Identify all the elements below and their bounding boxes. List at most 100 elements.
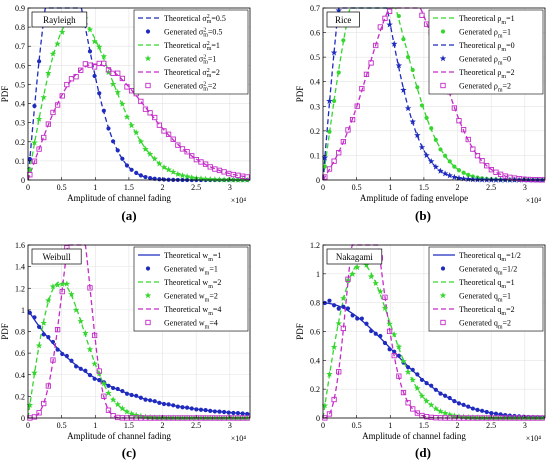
legend-label-sup: 2 xyxy=(207,14,210,20)
data-point xyxy=(455,174,463,181)
data-point xyxy=(37,59,42,64)
data-point xyxy=(208,408,213,413)
legend-label-sub: m xyxy=(501,47,506,53)
legend-label-main: Generated ρ xyxy=(459,82,498,91)
y-tick-label: 0.6 xyxy=(15,61,25,70)
y-tick-label: 0.1 xyxy=(310,151,320,160)
data-point xyxy=(230,176,237,183)
legend-label: Theoretical ρm=1 xyxy=(459,14,515,26)
data-point xyxy=(35,342,43,349)
data-point xyxy=(170,136,176,142)
y-tick-label: 0.6 xyxy=(15,349,25,358)
data-point xyxy=(59,288,65,295)
data-point xyxy=(326,370,333,377)
x-tick-label: 1.5 xyxy=(124,183,134,192)
data-point xyxy=(368,60,374,66)
legend-label: Generated wm=2 xyxy=(164,292,218,304)
data-point xyxy=(327,129,332,134)
data-point xyxy=(461,402,466,407)
data-point xyxy=(424,115,429,120)
data-point xyxy=(156,160,163,167)
legend-marker xyxy=(145,266,151,271)
legend-marker xyxy=(439,55,447,62)
data-point xyxy=(78,366,83,371)
data-point xyxy=(359,316,364,321)
data-point xyxy=(124,163,130,168)
legend-label-sub: m xyxy=(208,257,213,263)
legend-label: Theoretical qm=1/2 xyxy=(459,251,521,263)
y-tick-label: 1.2 xyxy=(310,241,320,250)
legend-marker xyxy=(145,319,151,326)
data-point xyxy=(401,37,406,42)
data-point xyxy=(41,134,47,141)
data-point xyxy=(335,7,342,14)
legend-marker xyxy=(145,29,151,34)
data-point xyxy=(185,405,190,410)
panel-tag-box xyxy=(31,11,88,28)
legend-label-sub: m xyxy=(498,34,503,40)
legend-marker xyxy=(440,266,446,271)
data-point xyxy=(169,168,177,175)
data-point xyxy=(336,369,342,375)
data-point xyxy=(419,12,425,18)
legend-label-sub: m xyxy=(501,20,506,26)
data-point xyxy=(123,113,131,120)
x-axis-exponent: ×10⁴ xyxy=(526,434,542,443)
legend-label-tail: =2 xyxy=(211,68,220,77)
data-point xyxy=(128,410,135,417)
data-point xyxy=(451,173,458,180)
data-point xyxy=(91,332,98,339)
data-point xyxy=(405,400,411,406)
data-point xyxy=(377,288,384,295)
data-point xyxy=(409,376,416,383)
legend-label: Theoretical wm=2 xyxy=(164,278,221,290)
data-point xyxy=(447,395,452,401)
data-point xyxy=(156,414,163,421)
data-point xyxy=(97,91,102,96)
legend-label-sub: m xyxy=(207,19,212,25)
caption-b: (b) xyxy=(415,208,431,223)
data-point xyxy=(138,173,143,178)
data-point xyxy=(244,174,250,180)
legend-box xyxy=(133,246,249,332)
legend-label-tail: =4 xyxy=(213,305,222,314)
data-point xyxy=(37,324,42,330)
data-point xyxy=(49,283,57,290)
data-point xyxy=(27,310,32,315)
data-point xyxy=(335,320,342,327)
data-point xyxy=(433,387,438,392)
data-point xyxy=(341,304,346,309)
legend-label-main: Generated σ xyxy=(164,55,204,64)
data-point xyxy=(235,411,241,416)
x-tick-label: 2 xyxy=(161,421,165,430)
data-point xyxy=(87,285,93,291)
data-point xyxy=(143,397,148,402)
legend-label-sup: 2 xyxy=(203,55,206,61)
legend-label-tail: =1 xyxy=(213,251,222,260)
legend-label-main: Theoretical q xyxy=(459,251,501,260)
data-point xyxy=(469,176,477,183)
data-point xyxy=(373,331,378,336)
data-point xyxy=(194,407,199,412)
data-point xyxy=(478,414,486,421)
y-tick-label: 0.2 xyxy=(310,385,320,394)
y-tick-label: 0 xyxy=(316,176,320,185)
data-point xyxy=(340,325,346,331)
legend-label: Generated wm=1 xyxy=(164,265,218,277)
legend-label-main: Generated q xyxy=(459,265,498,274)
data-point xyxy=(443,153,448,158)
data-point xyxy=(59,93,65,99)
data-point xyxy=(392,349,397,354)
data-point xyxy=(433,137,438,142)
data-point xyxy=(478,176,486,183)
data-point xyxy=(180,405,185,410)
legend-label-main: Generated w xyxy=(164,265,205,274)
data-point xyxy=(175,142,181,148)
x-axis-exponent: ×10⁴ xyxy=(231,434,247,443)
x-axis-label: Amplitude of channel fading xyxy=(67,431,171,441)
data-point xyxy=(461,170,466,175)
legend-label-sup: 2 xyxy=(203,28,206,34)
panel-tag-label: Rayleigh xyxy=(43,15,76,25)
data-point xyxy=(364,321,369,326)
